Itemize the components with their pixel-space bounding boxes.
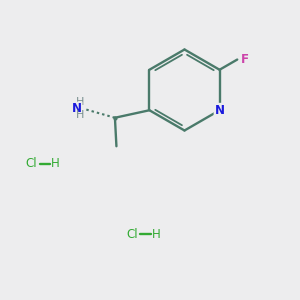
Text: H: H	[152, 227, 161, 241]
Text: Cl: Cl	[126, 227, 138, 241]
Text: H: H	[76, 97, 84, 107]
Text: N: N	[214, 104, 225, 117]
Text: F: F	[241, 53, 249, 66]
Text: H: H	[76, 110, 84, 120]
Text: N: N	[72, 102, 82, 115]
Text: H: H	[51, 157, 60, 170]
Text: Cl: Cl	[26, 157, 37, 170]
